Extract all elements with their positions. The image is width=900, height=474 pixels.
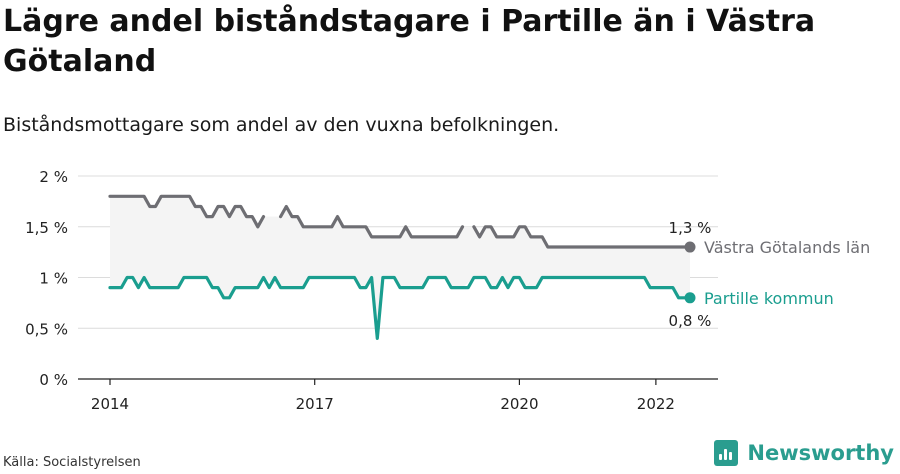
y-tick-label: 2 % bbox=[39, 168, 68, 186]
x-tick-label: 2014 bbox=[91, 395, 129, 413]
series-end-marker bbox=[684, 292, 696, 304]
chart-subtitle: Biståndsmottagare som andel av den vuxna… bbox=[3, 114, 560, 136]
y-tick-label: 0 % bbox=[39, 371, 68, 389]
series-band bbox=[110, 196, 690, 339]
chart-title: Lägre andel biståndstagare i Partille än… bbox=[3, 4, 816, 79]
x-tick-label: 2017 bbox=[296, 395, 334, 413]
brand-logo: Newsworthy bbox=[714, 440, 894, 466]
series-end-value-label: 1,3 % bbox=[669, 219, 712, 237]
source-note: Källa: Socialstyrelsen bbox=[3, 455, 141, 470]
x-tick-label: 2020 bbox=[500, 395, 538, 413]
brand-name: Newsworthy bbox=[747, 441, 894, 465]
series-name-label: Partille kommun bbox=[704, 289, 834, 308]
newsworthy-logo-icon bbox=[714, 440, 739, 466]
series-line-partille bbox=[108, 275, 692, 340]
series-end-value-label: 0,8 % bbox=[669, 312, 712, 330]
series-line-vastra-gotaland bbox=[108, 194, 692, 249]
x-tick-label: 2022 bbox=[637, 395, 675, 413]
y-tick-label: 1 % bbox=[39, 270, 68, 288]
series-name-label: Västra Götalands län bbox=[704, 238, 870, 257]
y-tick-label: 0,5 % bbox=[25, 320, 68, 338]
series-end-marker bbox=[684, 241, 696, 253]
y-tick-label: 1,5 % bbox=[25, 219, 68, 237]
